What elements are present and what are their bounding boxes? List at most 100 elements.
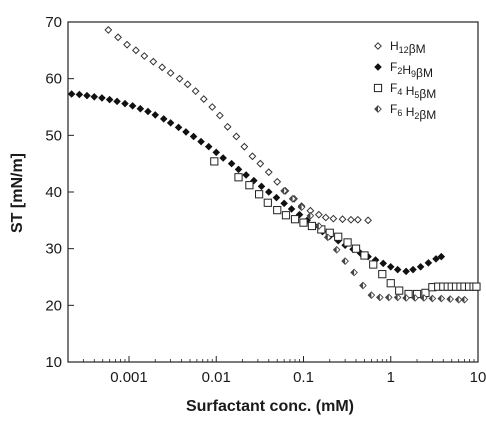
data-point-fill xyxy=(324,234,328,241)
data-point xyxy=(232,132,241,141)
data-point xyxy=(273,206,282,215)
data-point xyxy=(347,215,355,224)
data-point xyxy=(204,142,213,151)
legend-text-part: H xyxy=(402,105,414,119)
series-4 xyxy=(280,187,469,304)
legend-label: F2H9βM xyxy=(390,60,433,80)
data-point xyxy=(369,260,378,269)
data-point xyxy=(411,294,419,302)
data-point-fill xyxy=(446,295,451,303)
data-point xyxy=(393,265,402,274)
data-point xyxy=(158,63,167,72)
data-point-fill xyxy=(385,294,389,301)
legend-text-part: H xyxy=(402,84,414,98)
y-tick-label: 20 xyxy=(45,297,62,314)
data-point xyxy=(98,94,106,102)
data-point-fill xyxy=(359,282,363,289)
data-point xyxy=(149,57,158,66)
data-point xyxy=(386,263,395,271)
data-point-fill xyxy=(333,246,337,253)
data-point xyxy=(140,52,149,60)
data-point xyxy=(234,173,243,182)
legend-subscript: 2 xyxy=(397,66,402,76)
data-point xyxy=(378,270,387,279)
data-point xyxy=(395,286,404,295)
data-point xyxy=(144,107,152,116)
legend-marker xyxy=(374,105,382,113)
data-point xyxy=(384,293,393,302)
y-axis-label: ST [mN/m] xyxy=(9,153,26,233)
y-tick-label: 30 xyxy=(45,241,62,258)
legend-text-part: F xyxy=(390,81,397,95)
legend-subscript: 9 xyxy=(411,69,416,79)
data-point xyxy=(288,194,297,203)
data-point xyxy=(386,279,395,288)
data-point-fill xyxy=(455,296,459,303)
data-point xyxy=(257,182,266,191)
legend-subscript: 4 xyxy=(397,87,402,97)
data-point xyxy=(472,282,481,291)
data-point xyxy=(341,257,349,265)
x-tick-label: 0.001 xyxy=(110,369,148,386)
data-point xyxy=(265,188,273,196)
data-point xyxy=(409,265,417,274)
series-3 xyxy=(210,157,481,299)
y-tick-label: 40 xyxy=(45,184,62,201)
data-point-fill xyxy=(341,257,346,265)
data-point-fill xyxy=(438,295,442,302)
data-point xyxy=(376,293,384,302)
data-point xyxy=(290,215,300,224)
legend-subscript: 5 xyxy=(414,90,419,100)
data-point xyxy=(182,128,190,136)
data-point xyxy=(223,122,232,131)
data-point xyxy=(338,215,347,224)
data-point xyxy=(393,293,402,302)
data-point-fill xyxy=(376,294,380,301)
legend-text-part: F xyxy=(390,60,397,74)
y-tick-label: 50 xyxy=(45,127,62,144)
data-point xyxy=(364,216,372,225)
series-1 xyxy=(104,26,372,225)
data-point xyxy=(75,90,84,99)
data-point xyxy=(255,190,264,199)
data-point xyxy=(90,93,99,101)
data-point xyxy=(350,268,358,277)
data-point xyxy=(151,111,160,119)
data-point xyxy=(272,193,281,202)
data-point xyxy=(323,233,332,242)
data-point xyxy=(280,187,288,195)
data-marks xyxy=(67,26,481,304)
data-point xyxy=(197,137,205,146)
data-point xyxy=(299,218,308,227)
axis-ticks: 10 20 30 40 50 60 70 0.001 0.01 0.1 1 10 xyxy=(45,14,486,386)
data-point xyxy=(114,33,122,42)
legend-text-part: βM xyxy=(419,108,436,122)
data-point xyxy=(83,91,91,100)
data-point xyxy=(263,198,272,207)
legend-label: F4 H5βM xyxy=(390,81,436,101)
data-point xyxy=(321,213,330,222)
data-point xyxy=(446,295,455,303)
data-point-fill xyxy=(315,222,319,230)
data-point xyxy=(113,97,121,106)
legend-label: H12βM xyxy=(390,39,426,56)
data-point xyxy=(227,159,236,168)
x-tick-label: 0.01 xyxy=(202,369,231,386)
data-point xyxy=(307,221,317,231)
data-point xyxy=(424,259,433,267)
legend-text-part: F xyxy=(390,102,397,116)
data-point-fill xyxy=(307,212,311,219)
data-point xyxy=(437,294,446,303)
data-point-fill xyxy=(298,204,302,211)
data-point xyxy=(306,211,315,220)
legend-text-part: H xyxy=(402,63,411,77)
data-point xyxy=(159,115,168,123)
data-point xyxy=(191,87,200,96)
data-point xyxy=(360,251,369,260)
data-point xyxy=(264,168,273,177)
data-point xyxy=(332,245,341,254)
x-tick-label: 10 xyxy=(470,369,486,386)
data-point xyxy=(428,294,437,303)
